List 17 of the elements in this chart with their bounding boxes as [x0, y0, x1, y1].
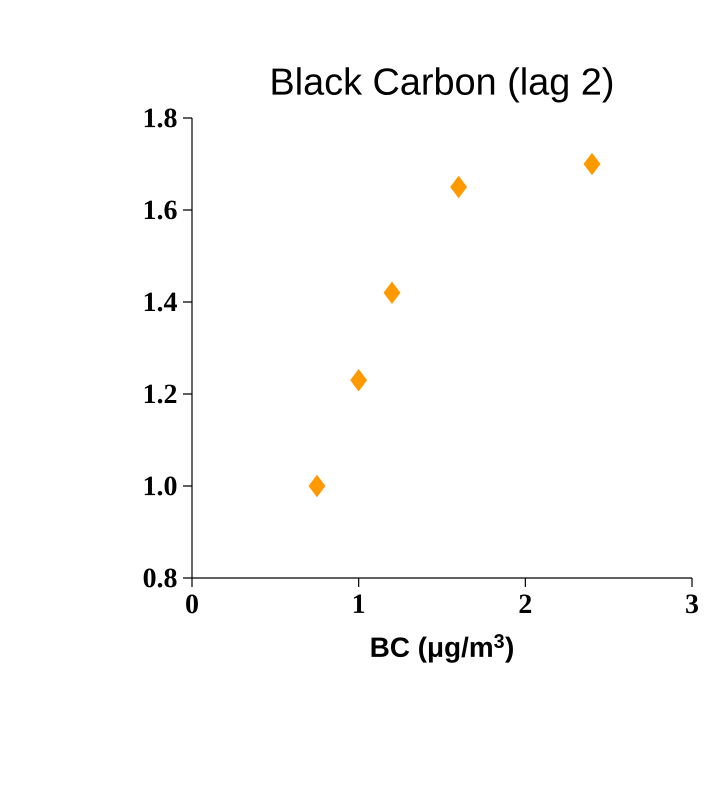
x-tick-label: 1	[354, 594, 364, 613]
x-axis-title: BC (μg/m$^{3}$)	[372, 634, 513, 663]
y-tick-label: 1.4	[144, 292, 177, 312]
x-tick-label: 0	[186, 594, 198, 614]
y-tick-label: 1.0	[144, 476, 176, 496]
point	[584, 152, 600, 176]
y-tick-label: 0.8	[144, 568, 177, 588]
point	[308, 474, 326, 498]
point	[350, 368, 368, 392]
point	[450, 176, 468, 198]
x-tick-label: 3	[686, 594, 698, 614]
y-tick-label: 1.8	[144, 108, 177, 128]
x-tick-label: 2	[520, 594, 532, 613]
chart-title: Black Carbon (lag 2)	[272, 67, 612, 102]
point	[384, 282, 400, 304]
y-tick-label: 1.6	[144, 200, 177, 220]
y-tick-label: 1.2	[144, 384, 176, 404]
